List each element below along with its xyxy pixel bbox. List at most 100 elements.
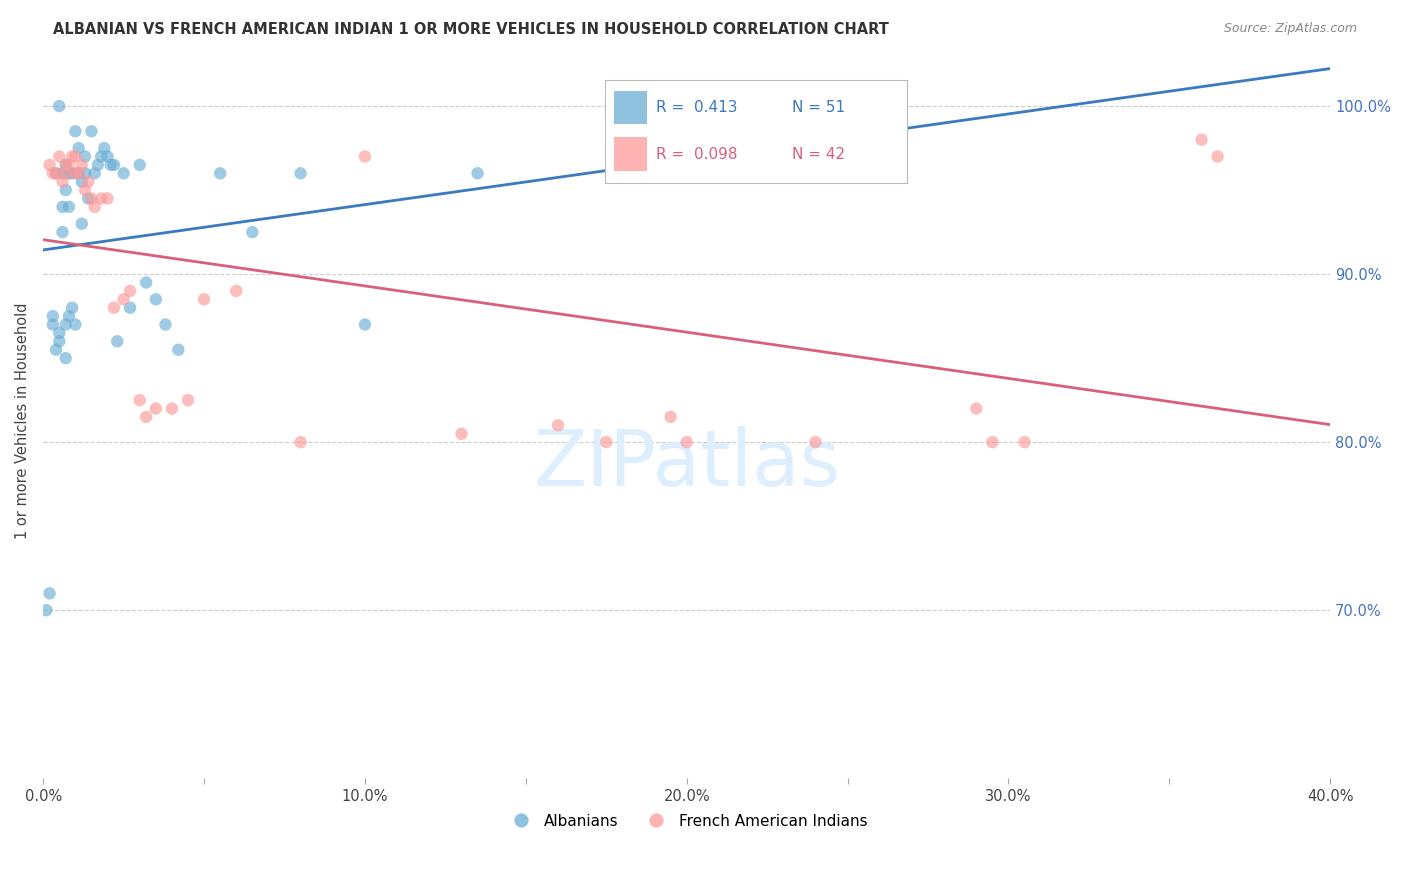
Point <box>45 166 67 180</box>
Point <box>58 309 80 323</box>
Point <box>60 301 83 315</box>
Point <box>354 318 377 332</box>
Bar <box>613 136 647 170</box>
Point <box>51 175 73 189</box>
Point <box>73 166 96 180</box>
Point <box>55 351 77 365</box>
Point <box>45 166 67 180</box>
Point <box>73 149 96 163</box>
Y-axis label: 1 or more Vehicles in Household: 1 or more Vehicles in Household <box>15 303 30 540</box>
Point <box>450 426 472 441</box>
Point <box>67 166 90 180</box>
Point <box>42 309 65 323</box>
Point <box>93 141 115 155</box>
Point <box>51 200 73 214</box>
Point <box>55 318 77 332</box>
Point <box>167 343 190 357</box>
Point <box>193 293 215 307</box>
Point <box>145 293 167 307</box>
Point <box>96 149 118 163</box>
Point <box>67 141 90 155</box>
Point <box>48 99 70 113</box>
Point <box>70 217 93 231</box>
Point <box>1014 435 1036 450</box>
Point <box>290 435 312 450</box>
Point <box>804 435 827 450</box>
Point <box>58 158 80 172</box>
Point <box>80 192 103 206</box>
Point <box>112 293 135 307</box>
Point <box>90 192 112 206</box>
Point <box>77 175 100 189</box>
Point <box>65 149 87 163</box>
Bar <box>613 91 647 124</box>
Text: ZIPatlas: ZIPatlas <box>533 426 841 502</box>
Point <box>547 418 569 433</box>
Point <box>120 301 142 315</box>
Point <box>55 158 77 172</box>
Point <box>225 284 247 298</box>
Point <box>65 166 87 180</box>
Point <box>675 435 697 450</box>
Text: R =  0.413: R = 0.413 <box>657 101 738 115</box>
Point <box>120 284 142 298</box>
Point <box>965 401 987 416</box>
Text: Source: ZipAtlas.com: Source: ZipAtlas.com <box>1223 22 1357 36</box>
Point <box>135 409 157 424</box>
Point <box>55 183 77 197</box>
Point <box>35 603 58 617</box>
Point <box>48 334 70 349</box>
Point <box>55 158 77 172</box>
Point <box>42 166 65 180</box>
Point <box>105 334 128 349</box>
Point <box>38 586 60 600</box>
Point <box>103 158 125 172</box>
Point <box>45 343 67 357</box>
Point <box>55 166 77 180</box>
Point <box>48 326 70 340</box>
Point <box>70 175 93 189</box>
Point <box>65 318 87 332</box>
Point <box>48 149 70 163</box>
Point <box>103 301 125 315</box>
Point <box>60 149 83 163</box>
Point <box>83 200 105 214</box>
Point <box>1206 149 1229 163</box>
Point <box>90 149 112 163</box>
Text: N = 51: N = 51 <box>792 101 845 115</box>
Point <box>354 149 377 163</box>
Point <box>77 192 100 206</box>
Point <box>981 435 1004 450</box>
Legend: Albanians, French American Indians: Albanians, French American Indians <box>499 807 875 835</box>
Point <box>70 158 93 172</box>
Point <box>51 225 73 239</box>
Point <box>467 166 489 180</box>
Point <box>96 192 118 206</box>
Point <box>87 158 110 172</box>
Point <box>155 318 177 332</box>
Point <box>1191 133 1213 147</box>
Point <box>145 401 167 416</box>
Text: R =  0.098: R = 0.098 <box>657 146 738 161</box>
Point <box>38 158 60 172</box>
Point <box>60 166 83 180</box>
Point <box>83 166 105 180</box>
Point <box>58 166 80 180</box>
Point <box>67 166 90 180</box>
Point <box>209 166 232 180</box>
Text: ALBANIAN VS FRENCH AMERICAN INDIAN 1 OR MORE VEHICLES IN HOUSEHOLD CORRELATION C: ALBANIAN VS FRENCH AMERICAN INDIAN 1 OR … <box>53 22 890 37</box>
Text: N = 42: N = 42 <box>792 146 845 161</box>
Point <box>58 200 80 214</box>
Point <box>128 393 150 408</box>
Point <box>595 435 617 450</box>
Point <box>51 166 73 180</box>
Point <box>128 158 150 172</box>
Point <box>160 401 183 416</box>
Point <box>80 124 103 138</box>
Point <box>659 409 682 424</box>
Point <box>100 158 122 172</box>
Point <box>290 166 312 180</box>
Point <box>73 183 96 197</box>
Point <box>65 124 87 138</box>
Point <box>42 318 65 332</box>
